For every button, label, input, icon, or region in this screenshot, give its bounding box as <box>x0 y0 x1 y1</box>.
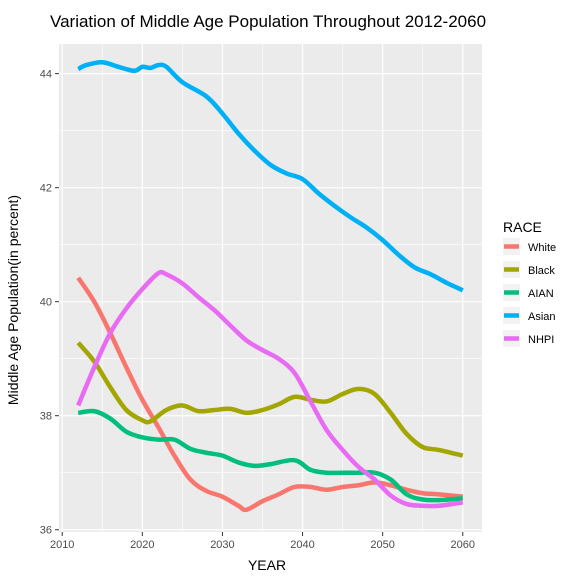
legend-label: Black <box>528 265 555 277</box>
series-line-white <box>76 276 463 513</box>
y-axis-label: Middle Age Population(in percent) <box>5 195 21 405</box>
series-line-aian <box>77 408 463 503</box>
series-line-asian <box>77 59 464 293</box>
legend-label: Asian <box>528 311 556 323</box>
legend: RACE White Black AIAN Asian NHPI <box>503 219 556 347</box>
x-tick-label: 2040 <box>290 539 314 551</box>
series-layer <box>76 59 464 513</box>
chart-title: Variation of Middle Age Population Throu… <box>50 12 486 31</box>
legend-item-white: White <box>503 238 556 255</box>
series-line-nhpi <box>76 269 464 509</box>
series-line-black <box>76 341 464 458</box>
x-axis-label: YEAR <box>248 557 286 573</box>
x-axis: 2010 2020 2030 2040 2050 2060 <box>50 532 475 551</box>
plot-panel <box>59 44 482 532</box>
minor-gridlines <box>59 44 482 532</box>
y-tick-label: 42 <box>40 183 52 195</box>
legend-item-nhpi: NHPI <box>503 330 554 347</box>
legend-item-black: Black <box>503 261 555 278</box>
x-tick-label: 2030 <box>210 539 234 551</box>
y-axis: 36 38 40 42 44 <box>40 69 59 537</box>
x-tick-label: 2010 <box>50 539 74 551</box>
y-tick-label: 38 <box>40 411 52 423</box>
y-tick-label: 44 <box>40 69 52 81</box>
legend-label: NHPI <box>528 334 554 346</box>
legend-label: White <box>528 242 556 254</box>
x-tick-label: 2020 <box>130 539 154 551</box>
x-tick-label: 2050 <box>370 539 394 551</box>
legend-item-asian: Asian <box>503 307 556 324</box>
y-tick-label: 36 <box>40 525 52 537</box>
legend-label: AIAN <box>528 288 554 300</box>
y-tick-label: 40 <box>40 297 52 309</box>
legend-item-aian: AIAN <box>503 284 554 301</box>
x-tick-label: 2060 <box>451 539 475 551</box>
legend-title: RACE <box>503 219 542 235</box>
